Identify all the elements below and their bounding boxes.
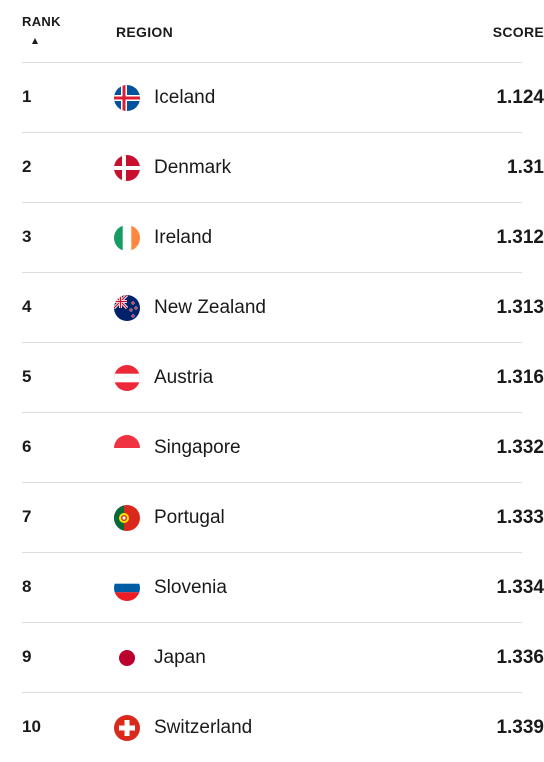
rank-cell: 2 <box>22 157 32 176</box>
rank-cell: 7 <box>22 507 32 526</box>
region-cell: Singapore <box>154 437 241 458</box>
rank-column-header[interactable]: RANK <box>22 14 61 29</box>
denmark-flag-icon <box>114 155 140 181</box>
slovenia-flag-icon <box>114 575 140 601</box>
score-cell: 1.124 <box>496 87 544 108</box>
rank-cell: 3 <box>22 227 32 246</box>
region-cell: Denmark <box>154 157 232 178</box>
score-cell: 1.334 <box>496 577 544 598</box>
score-cell: 1.333 <box>496 507 544 528</box>
rank-cell: 10 <box>22 717 41 736</box>
table-row: 10 Switzerland 1.339 <box>22 693 544 762</box>
rank-cell: 1 <box>22 87 32 106</box>
japan-flag-icon <box>114 645 140 671</box>
score-cell: 1.336 <box>496 647 544 668</box>
iceland-flag-icon <box>114 85 140 111</box>
region-cell: Ireland <box>154 227 213 248</box>
ireland-flag-icon <box>114 225 140 251</box>
region-cell: Japan <box>154 647 206 668</box>
table-row: 2 Denmark 1.31 <box>22 133 544 203</box>
rank-cell: 9 <box>22 647 32 666</box>
score-cell: 1.31 <box>507 157 544 178</box>
region-column-header[interactable]: REGION <box>116 24 174 40</box>
region-cell: New Zealand <box>154 297 266 318</box>
score-cell: 1.316 <box>496 367 544 388</box>
table-row: 8 Slovenia 1.334 <box>22 553 544 623</box>
table-row: 4 New Zealand 1.313 <box>22 273 544 343</box>
portugal-flag-icon <box>114 505 140 531</box>
region-cell: Portugal <box>154 507 225 528</box>
rank-cell: 5 <box>22 367 32 386</box>
rank-cell: 4 <box>22 297 32 316</box>
rank-cell: 6 <box>22 437 32 456</box>
score-column-header[interactable]: SCORE <box>492 24 544 40</box>
table-row: 3 Ireland 1.312 <box>22 203 544 273</box>
score-cell: 1.313 <box>496 297 544 318</box>
new-zealand-flag-icon <box>114 295 140 321</box>
region-cell: Slovenia <box>154 577 227 598</box>
region-cell: Iceland <box>154 87 216 108</box>
score-cell: 1.339 <box>496 717 544 738</box>
austria-flag-icon <box>114 365 140 391</box>
table-row: 5 Austria 1.316 <box>22 343 544 413</box>
table-row: 9 Japan 1.336 <box>22 623 544 693</box>
region-cell: Switzerland <box>154 717 253 738</box>
region-cell: Austria <box>154 367 214 388</box>
table-row: 1 Iceland 1.124 <box>22 63 544 133</box>
rank-cell: 8 <box>22 577 32 596</box>
switzerland-flag-icon <box>114 715 140 741</box>
table-header: RANK REGION SCORE <box>22 0 544 63</box>
sort-ascending-icon[interactable] <box>32 38 38 44</box>
singapore-flag-icon <box>114 435 140 461</box>
table-row: 6 Singapore 1.332 <box>22 413 544 483</box>
table-row: 7 Portugal 1.333 <box>22 483 544 553</box>
score-cell: 1.312 <box>496 227 544 248</box>
score-cell: 1.332 <box>496 437 544 458</box>
